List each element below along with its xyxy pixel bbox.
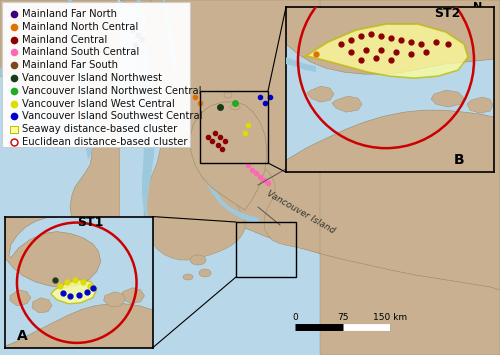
Bar: [200, 91, 268, 163]
Text: Vancouver Island Northwest: Vancouver Island Northwest: [22, 73, 162, 83]
Text: Mainland Far North: Mainland Far North: [22, 9, 117, 19]
Text: 150 km: 150 km: [373, 313, 407, 322]
Ellipse shape: [103, 9, 117, 17]
Polygon shape: [286, 110, 494, 172]
Ellipse shape: [94, 38, 110, 48]
Polygon shape: [135, 0, 155, 225]
Text: Mainland Far South: Mainland Far South: [22, 60, 118, 70]
Text: Vancouver Island Southwest Central: Vancouver Island Southwest Central: [22, 111, 203, 121]
Bar: [10, 126, 18, 133]
Text: Seaway distance-based cluster: Seaway distance-based cluster: [22, 124, 177, 134]
Text: Mainland North Central: Mainland North Central: [22, 22, 138, 32]
Text: ST2: ST2: [434, 7, 460, 20]
Text: Vancouver Island Northwest Central: Vancouver Island Northwest Central: [22, 86, 202, 96]
Polygon shape: [32, 298, 52, 313]
Polygon shape: [104, 292, 126, 307]
Polygon shape: [152, 0, 322, 207]
Ellipse shape: [199, 269, 211, 277]
Polygon shape: [10, 290, 31, 306]
Text: B: B: [454, 153, 464, 167]
Text: 0: 0: [292, 313, 298, 322]
Polygon shape: [307, 86, 334, 102]
Ellipse shape: [93, 4, 103, 10]
Polygon shape: [190, 102, 267, 210]
Ellipse shape: [183, 274, 193, 280]
Polygon shape: [467, 97, 493, 113]
Polygon shape: [120, 0, 500, 290]
Text: ST1: ST1: [77, 215, 103, 229]
Polygon shape: [286, 57, 316, 72]
Polygon shape: [68, 0, 94, 159]
Polygon shape: [51, 280, 96, 304]
Polygon shape: [5, 217, 100, 288]
Ellipse shape: [190, 255, 206, 265]
Text: Euclidean distance-based cluster: Euclidean distance-based cluster: [22, 137, 188, 147]
Polygon shape: [5, 304, 152, 348]
Text: A: A: [17, 329, 28, 343]
Polygon shape: [120, 288, 144, 304]
Text: Mainland Central: Mainland Central: [22, 34, 107, 45]
Ellipse shape: [89, 51, 101, 59]
Polygon shape: [304, 24, 468, 78]
Text: Vancouver Island: Vancouver Island: [265, 189, 336, 235]
Bar: [2, 2, 190, 147]
Polygon shape: [144, 0, 500, 355]
Ellipse shape: [230, 104, 240, 110]
Text: Mainland: Mainland: [312, 126, 356, 157]
Polygon shape: [431, 90, 464, 107]
Polygon shape: [114, 0, 132, 247]
Polygon shape: [0, 67, 52, 109]
Bar: [236, 222, 296, 277]
Ellipse shape: [96, 22, 120, 38]
Polygon shape: [163, 0, 260, 223]
Text: Vancouver Island West Central: Vancouver Island West Central: [22, 99, 175, 109]
Polygon shape: [332, 96, 362, 112]
Text: Mainland South Central: Mainland South Central: [22, 48, 139, 58]
Text: 75: 75: [337, 313, 349, 322]
Text: N: N: [474, 2, 482, 12]
Ellipse shape: [224, 92, 232, 98]
Polygon shape: [0, 0, 120, 247]
Polygon shape: [286, 7, 494, 74]
